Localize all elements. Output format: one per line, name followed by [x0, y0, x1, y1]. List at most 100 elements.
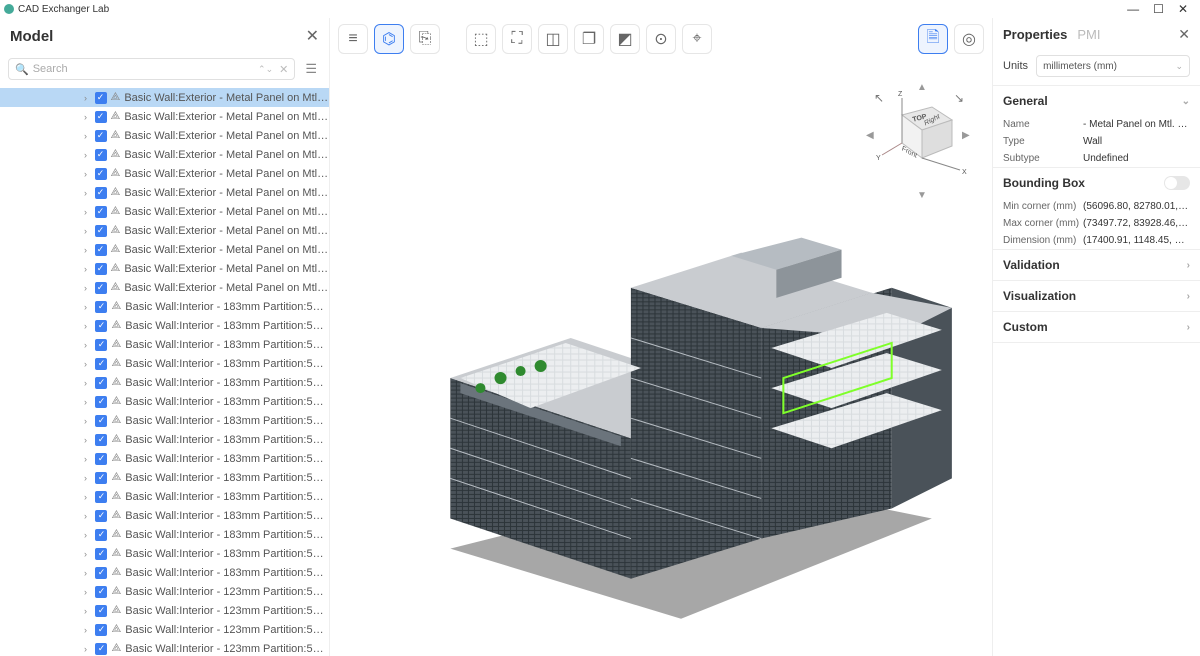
chevron-right-icon[interactable]: › [84, 359, 91, 369]
checkbox[interactable]: ✓ [95, 415, 107, 427]
checkbox[interactable]: ✓ [95, 92, 107, 104]
filter-button[interactable]: ☰ [301, 61, 321, 77]
tree-item[interactable]: ›✓⟁Basic Wall:Exterior - Metal Panel on … [0, 202, 329, 221]
nav-cube[interactable]: TOP Front Right X Z Y ▲ ▼ ◀ ▶ ↖ ↘ [862, 80, 972, 220]
checkbox[interactable]: ✓ [95, 149, 107, 161]
chevron-right-icon[interactable]: › [84, 454, 91, 464]
section-bbox-header[interactable]: Bounding Box [993, 168, 1200, 198]
chevron-right-icon[interactable]: › [84, 245, 91, 255]
section-custom-header[interactable]: Custom › [993, 312, 1200, 342]
tree-item[interactable]: ›✓⟁Basic Wall:Interior - 183mm Partition… [0, 544, 329, 563]
chevron-right-icon[interactable]: › [84, 606, 91, 616]
checkbox[interactable]: ✓ [95, 225, 107, 237]
checkbox[interactable]: ✓ [95, 643, 107, 655]
tree-item[interactable]: ›✓⟁Basic Wall:Interior - 183mm Partition… [0, 506, 329, 525]
chevron-right-icon[interactable]: › [84, 473, 91, 483]
chevron-right-icon[interactable]: › [84, 302, 91, 312]
chevron-right-icon[interactable]: › [84, 530, 91, 540]
chevron-right-icon[interactable]: › [84, 625, 91, 635]
tree-item[interactable]: ›✓⟁Basic Wall:Exterior - Metal Panel on … [0, 259, 329, 278]
box-icon[interactable]: ◫ [538, 24, 568, 54]
chevron-right-icon[interactable]: › [84, 587, 91, 597]
units-select[interactable]: millimeters (mm) ⌄ [1036, 55, 1190, 77]
tree-item[interactable]: ›✓⟁Basic Wall:Exterior - Metal Panel on … [0, 221, 329, 240]
checkbox[interactable]: ✓ [95, 244, 107, 256]
clear-search-icon[interactable]: ✕ [279, 63, 288, 76]
tree-item[interactable]: ›✓⟁Basic Wall:Interior - 183mm Partition… [0, 563, 329, 582]
chevron-right-icon[interactable]: › [84, 112, 91, 122]
tree-item[interactable]: ›✓⟁Basic Wall:Interior - 183mm Partition… [0, 468, 329, 487]
checkbox[interactable]: ✓ [95, 472, 107, 484]
tree-item[interactable]: ›✓⟁Basic Wall:Exterior - Metal Panel on … [0, 278, 329, 297]
chevron-right-icon[interactable]: › [84, 321, 91, 331]
checkbox[interactable]: ✓ [95, 529, 107, 541]
tree-item[interactable]: ›✓⟁Basic Wall:Exterior - Metal Panel on … [0, 107, 329, 126]
section-general-header[interactable]: General ⌄ [993, 86, 1200, 116]
tree-item[interactable]: ›✓⟁Basic Wall:Interior - 123mm Partition… [0, 582, 329, 601]
checkbox[interactable]: ✓ [95, 605, 107, 617]
cube-icon[interactable]: ⬚ [466, 24, 496, 54]
checkbox[interactable]: ✓ [95, 377, 107, 389]
chevron-right-icon[interactable]: › [84, 378, 91, 388]
checkbox[interactable]: ✓ [95, 339, 107, 351]
chevron-updown-icon[interactable]: ⌃⌄ [258, 64, 273, 75]
checkbox[interactable]: ✓ [95, 320, 107, 332]
viewport[interactable]: TOP Front Right X Z Y ▲ ▼ ◀ ▶ ↖ ↘ [330, 60, 992, 656]
tree-item[interactable]: ›✓⟁Basic Wall:Exterior - Metal Panel on … [0, 183, 329, 202]
chevron-right-icon[interactable]: › [84, 150, 91, 160]
tree-item[interactable]: ›✓⟁Basic Wall:Exterior - Metal Panel on … [0, 240, 329, 259]
tree-item[interactable]: ›✓⟁Basic Wall:Interior - 123mm Partition… [0, 601, 329, 620]
tree-item[interactable]: ›✓⟁Basic Wall:Interior - 183mm Partition… [0, 392, 329, 411]
info-icon[interactable]: 🗎 [918, 24, 948, 54]
target-icon[interactable]: ◎ [954, 24, 984, 54]
tree-item[interactable]: ›✓⟁Basic Wall:Interior - 123mm Partition… [0, 620, 329, 639]
checkbox[interactable]: ✓ [95, 548, 107, 560]
tree-item[interactable]: ›✓⟁Basic Wall:Interior - 183mm Partition… [0, 297, 329, 316]
tree-item[interactable]: ›✓⟁Basic Wall:Interior - 183mm Partition… [0, 335, 329, 354]
chevron-right-icon[interactable]: › [84, 264, 91, 274]
tree-item[interactable]: ›✓⟁Basic Wall:Interior - 183mm Partition… [0, 411, 329, 430]
cubes-icon[interactable]: ❐ [574, 24, 604, 54]
tree-item[interactable]: ›✓⟁Basic Wall:Interior - 183mm Partition… [0, 316, 329, 335]
model-panel-close-button[interactable]: ✕ [306, 26, 319, 46]
checkbox[interactable]: ✓ [95, 263, 107, 275]
checkbox[interactable]: ✓ [95, 168, 107, 180]
tree-item[interactable]: ›✓⟁Basic Wall:Exterior - Metal Panel on … [0, 164, 329, 183]
structure-icon[interactable]: ⌬ [374, 24, 404, 54]
chevron-right-icon[interactable]: › [84, 644, 91, 654]
section-validation-header[interactable]: Validation › [993, 250, 1200, 280]
checkbox[interactable]: ✓ [95, 282, 107, 294]
section-visualization-header[interactable]: Visualization › [993, 281, 1200, 311]
checkbox[interactable]: ✓ [95, 453, 107, 465]
checkbox[interactable]: ✓ [95, 624, 107, 636]
chevron-right-icon[interactable]: › [84, 492, 91, 502]
chevron-right-icon[interactable]: › [84, 226, 91, 236]
tab-pmi[interactable]: PMI [1077, 27, 1100, 42]
properties-close-button[interactable]: ✕ [1178, 26, 1190, 43]
chevron-right-icon[interactable]: › [84, 416, 91, 426]
chevron-right-icon[interactable]: › [84, 169, 91, 179]
section-icon[interactable]: ◩ [610, 24, 640, 54]
chevron-right-icon[interactable]: › [84, 435, 91, 445]
checkbox[interactable]: ✓ [95, 206, 107, 218]
chevron-right-icon[interactable]: › [84, 188, 91, 198]
checkbox[interactable]: ✓ [95, 434, 107, 446]
checkbox[interactable]: ✓ [95, 510, 107, 522]
tree-item[interactable]: ›✓⟁Basic Wall:Interior - 183mm Partition… [0, 487, 329, 506]
checkbox[interactable]: ✓ [95, 130, 107, 142]
tree-item[interactable]: ›✓⟁Basic Wall:Interior - 183mm Partition… [0, 354, 329, 373]
checkbox[interactable]: ✓ [95, 187, 107, 199]
checkbox[interactable]: ✓ [95, 396, 107, 408]
checkbox[interactable]: ✓ [95, 586, 107, 598]
checkbox[interactable]: ✓ [95, 111, 107, 123]
checkbox[interactable]: ✓ [95, 491, 107, 503]
eye-icon[interactable]: ⊙ [646, 24, 676, 54]
tree-item[interactable]: ›✓⟁Basic Wall:Interior - 183mm Partition… [0, 525, 329, 544]
checkbox[interactable]: ✓ [95, 567, 107, 579]
chevron-right-icon[interactable]: › [84, 511, 91, 521]
chevron-right-icon[interactable]: › [84, 568, 91, 578]
model-tree[interactable]: ›✓⟁Basic Wall:Exterior - Metal Panel on … [0, 84, 329, 656]
bbox-toggle[interactable] [1164, 176, 1190, 190]
focus-icon[interactable]: ⌖ [682, 24, 712, 54]
chevron-right-icon[interactable]: › [84, 207, 91, 217]
